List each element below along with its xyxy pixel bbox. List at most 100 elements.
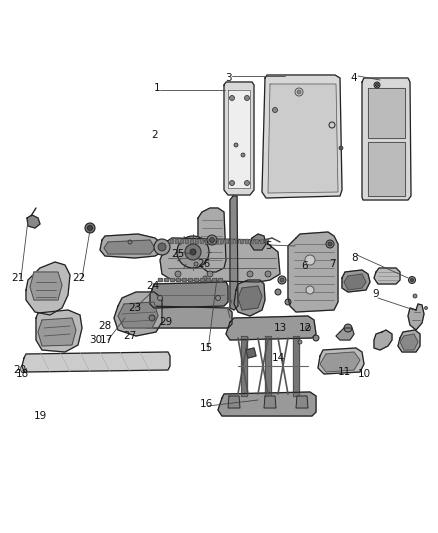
Text: 30: 30 [89, 335, 102, 345]
Circle shape [175, 271, 181, 277]
Text: 25: 25 [171, 249, 185, 259]
Polygon shape [188, 278, 192, 281]
Circle shape [298, 340, 302, 344]
Circle shape [375, 84, 378, 86]
Circle shape [306, 286, 314, 294]
Polygon shape [164, 278, 168, 281]
Circle shape [177, 236, 209, 268]
Circle shape [128, 240, 132, 244]
Polygon shape [235, 239, 238, 243]
Polygon shape [230, 239, 233, 243]
Polygon shape [234, 280, 265, 316]
Polygon shape [228, 90, 250, 188]
Polygon shape [296, 396, 308, 408]
Polygon shape [200, 239, 203, 243]
Circle shape [207, 235, 217, 245]
Circle shape [244, 95, 250, 101]
Text: 29: 29 [159, 317, 173, 327]
Polygon shape [374, 330, 392, 350]
Polygon shape [206, 278, 210, 281]
Polygon shape [118, 302, 158, 328]
Text: 2: 2 [152, 130, 158, 140]
Polygon shape [241, 336, 247, 396]
Circle shape [149, 315, 155, 321]
Text: 28: 28 [99, 321, 112, 331]
Text: 8: 8 [352, 253, 358, 263]
Text: 24: 24 [146, 281, 159, 291]
Circle shape [265, 271, 271, 277]
Polygon shape [194, 278, 198, 281]
Circle shape [190, 249, 196, 255]
Polygon shape [250, 239, 253, 243]
Text: 15: 15 [199, 343, 212, 353]
Polygon shape [170, 278, 174, 281]
Polygon shape [180, 239, 183, 243]
Polygon shape [246, 348, 256, 358]
Text: 7: 7 [328, 259, 336, 269]
Text: 6: 6 [302, 261, 308, 271]
Circle shape [244, 181, 250, 185]
Circle shape [203, 276, 207, 280]
Polygon shape [255, 239, 258, 243]
Polygon shape [175, 239, 178, 243]
Polygon shape [245, 239, 248, 243]
Text: 20: 20 [14, 365, 27, 375]
Polygon shape [220, 239, 223, 243]
Polygon shape [250, 234, 266, 250]
Text: 17: 17 [99, 335, 113, 345]
Circle shape [424, 306, 427, 310]
Polygon shape [400, 334, 418, 350]
Polygon shape [27, 215, 40, 228]
Polygon shape [210, 239, 213, 243]
Polygon shape [362, 78, 411, 200]
Polygon shape [320, 352, 360, 372]
Polygon shape [212, 278, 216, 281]
Circle shape [230, 95, 234, 101]
Circle shape [339, 146, 343, 150]
Text: 1: 1 [154, 83, 160, 93]
Polygon shape [170, 239, 173, 243]
Text: 26: 26 [198, 259, 211, 269]
Polygon shape [144, 306, 232, 328]
Polygon shape [398, 330, 420, 352]
Polygon shape [342, 270, 370, 292]
Circle shape [158, 243, 166, 251]
Polygon shape [265, 239, 268, 243]
Text: 13: 13 [273, 323, 286, 333]
Polygon shape [260, 239, 263, 243]
Polygon shape [22, 352, 170, 372]
Circle shape [241, 153, 245, 157]
Polygon shape [200, 278, 204, 281]
Polygon shape [265, 336, 271, 396]
Text: 23: 23 [128, 303, 141, 313]
Polygon shape [224, 82, 254, 195]
Polygon shape [228, 396, 240, 408]
Polygon shape [230, 196, 238, 310]
Text: 19: 19 [33, 411, 46, 421]
Polygon shape [215, 239, 218, 243]
Polygon shape [240, 239, 243, 243]
Polygon shape [36, 310, 82, 352]
Text: 18: 18 [15, 369, 28, 379]
Polygon shape [195, 239, 198, 243]
Circle shape [329, 122, 335, 128]
Polygon shape [318, 348, 364, 374]
Circle shape [313, 335, 319, 341]
Polygon shape [190, 239, 193, 243]
Circle shape [278, 276, 286, 284]
Text: 27: 27 [124, 331, 137, 341]
Circle shape [247, 271, 253, 277]
Circle shape [295, 88, 303, 96]
Polygon shape [293, 336, 299, 396]
Polygon shape [185, 239, 188, 243]
Circle shape [272, 108, 278, 112]
Circle shape [209, 238, 215, 243]
Polygon shape [30, 272, 62, 300]
Text: 5: 5 [265, 241, 271, 251]
Circle shape [305, 255, 315, 265]
Polygon shape [268, 84, 338, 193]
Circle shape [275, 289, 281, 295]
Polygon shape [150, 282, 228, 308]
Text: 16: 16 [199, 399, 212, 409]
Polygon shape [104, 240, 155, 254]
